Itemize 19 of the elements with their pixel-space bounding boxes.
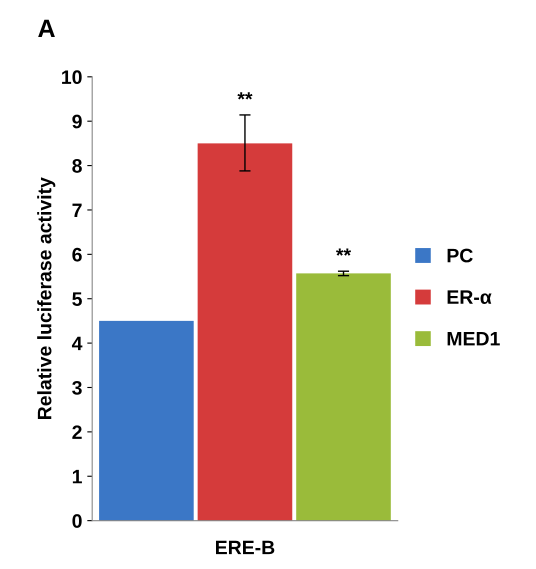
legend-label: PC — [448, 248, 473, 262]
y-tick-label: 6 — [72, 248, 82, 262]
legend-label: ER-α — [448, 290, 492, 304]
y-tick-label: 5 — [72, 292, 82, 306]
y-tick-label: 7 — [72, 204, 82, 218]
y-tick-label: 2 — [72, 425, 82, 439]
legend-label: MED1 — [448, 332, 500, 346]
data-label: ** — [336, 248, 352, 256]
y-tick-label: 1 — [72, 470, 82, 484]
y-tick-label: 8 — [72, 159, 82, 173]
x-tick-label: ERE-B — [216, 540, 274, 554]
y-tick-label: 3 — [72, 380, 82, 395]
y-tick-label: 9 — [72, 114, 82, 128]
text: A — [38, 20, 55, 37]
y-tick-label: 10 — [62, 70, 82, 84]
y-tick-label: 0 — [72, 514, 82, 528]
y-tick-label: 4 — [72, 336, 82, 350]
data-label: ** — [237, 92, 252, 100]
y-axis-title: Relative luciferase activity — [37, 177, 56, 420]
